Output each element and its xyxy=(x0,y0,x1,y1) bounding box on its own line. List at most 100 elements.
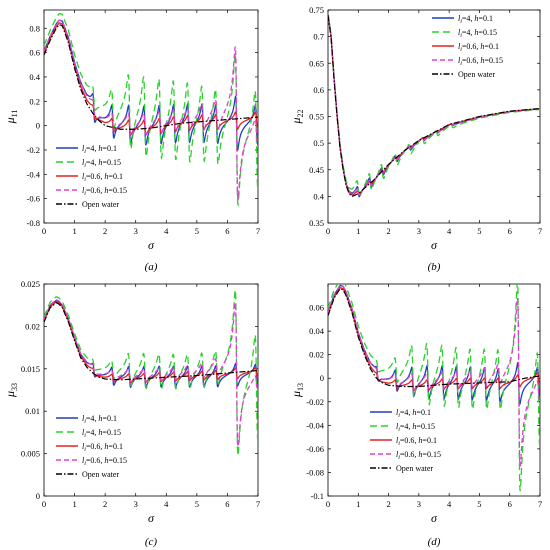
series-line-open-water xyxy=(328,15,540,198)
y-tick-label: 0.01 xyxy=(25,406,40,416)
panel-caption: (a) xyxy=(145,261,158,273)
y-tick-label: -0.2 xyxy=(27,145,40,155)
x-tick-label: 7 xyxy=(256,499,260,509)
legend-label-l06_h01: li=0.6, h=0.1 xyxy=(458,42,499,53)
legend-label-l06_h015: li=0.6, h=0.15 xyxy=(396,450,441,461)
legend-label-l06_h015: li=0.6, h=0.15 xyxy=(82,456,127,467)
y-axis-subscript: 33 xyxy=(10,383,19,391)
legend-label-l4_h015: li=4, h=0.15 xyxy=(82,428,121,439)
panel-caption: (b) xyxy=(428,261,441,273)
series-line-l06_h015 xyxy=(44,299,258,450)
legend-label-l4_h01: li=4, h=0.1 xyxy=(82,414,117,425)
y-tick-label: 0 xyxy=(36,491,40,501)
x-tick-label: 1 xyxy=(72,499,76,509)
panel-caption: (d) xyxy=(428,536,441,548)
series-line-open-water xyxy=(44,302,258,381)
y-tick-label: -0.04 xyxy=(306,420,324,430)
x-axis-label: σ xyxy=(431,238,438,252)
y-tick-label: -0.1 xyxy=(311,491,324,501)
legend-label-open_water: Open water xyxy=(458,70,495,79)
x-tick-label: 6 xyxy=(225,226,229,236)
y-tick-label: -0.08 xyxy=(306,467,324,477)
y-tick-label: 0.4 xyxy=(29,72,40,82)
legend-label-l4_h015: li=4, h=0.15 xyxy=(82,158,121,169)
series-line-l06_h015 xyxy=(44,19,258,202)
plot-frame xyxy=(327,9,541,224)
legend-label-l4_h01: li=4, h=0.1 xyxy=(396,408,431,419)
panel-c: 0 1 2 3 4 5 6 7 0 0.005 0.01 0.015 0.02 0.025 σ μ33 (c) l… xyxy=(3,279,260,548)
y-tick-label: 0.35 xyxy=(309,218,324,228)
y-tick-label: 0.45 xyxy=(309,165,324,175)
y-axis-subscript: 13 xyxy=(296,383,305,391)
x-axis-label: σ xyxy=(431,511,438,525)
y-tick-label: 0.5 xyxy=(313,138,324,148)
x-tick-label: 1 xyxy=(356,499,360,509)
legend-label-l4_h01: li=4, h=0.1 xyxy=(458,14,493,25)
x-axis-label: σ xyxy=(148,238,155,252)
x-tick-label: 0 xyxy=(326,226,330,236)
x-tick-label: 2 xyxy=(103,226,107,236)
x-tick-label: 2 xyxy=(103,499,107,509)
series-line-open-water xyxy=(44,24,258,130)
x-tick-label: 2 xyxy=(386,226,390,236)
y-tick-label: -0.02 xyxy=(306,397,324,407)
plot-area xyxy=(44,289,258,456)
legend-label-l06_h01: li=0.6, h=0.1 xyxy=(82,172,123,183)
x-tick-label: 5 xyxy=(477,499,481,509)
y-tick-label: 0.75 xyxy=(309,5,324,15)
series-line-l06_h01 xyxy=(328,286,540,392)
series-line-l4_h015 xyxy=(328,284,540,492)
y-tick-label: 0.7 xyxy=(313,32,324,42)
x-tick-label: 3 xyxy=(417,226,421,236)
y-tick-label: 0.015 xyxy=(21,364,40,374)
plot-frame xyxy=(327,283,541,497)
x-tick-label: 6 xyxy=(508,226,512,236)
series-line-l4_h01 xyxy=(328,14,540,198)
series-line-l4_h015 xyxy=(44,12,258,207)
x-tick-label: 3 xyxy=(134,499,138,509)
x-tick-label: 3 xyxy=(417,499,421,509)
series-line-l4_h01 xyxy=(328,284,540,406)
x-tick-label: 0 xyxy=(326,499,330,509)
x-tick-label: 7 xyxy=(538,226,542,236)
legend-label-l06_h01: li=0.6, h=0.1 xyxy=(396,436,437,447)
y-tick-label: 0 xyxy=(36,121,40,131)
x-tick-label: 4 xyxy=(164,499,169,509)
y-axis-subscript: 11 xyxy=(10,110,19,118)
legend-label-open_water: Open water xyxy=(82,470,119,479)
y-tick-label: 0 xyxy=(320,373,324,383)
x-tick-label: 7 xyxy=(538,499,542,509)
legend: li=4, h=0.1 li=4, h=0.15 li=0.6, h=0.1 li=0… xyxy=(432,14,503,79)
y-axis-label: μ33 xyxy=(3,383,19,398)
series-line-l06_h01 xyxy=(44,301,258,384)
legend: li=4, h=0.1 li=4, h=0.15 li=0.6, h=0.1 li=0… xyxy=(56,414,127,479)
y-axis-label: μ11 xyxy=(3,110,19,125)
series-line-l06_h015 xyxy=(328,284,540,467)
x-tick-label: 1 xyxy=(72,226,76,236)
y-tick-label: 0.65 xyxy=(309,58,324,68)
x-tick-label: 1 xyxy=(356,226,360,236)
panel-d: 0 1 2 3 4 5 6 7 -0.1 -0.08 -0.06 -0.04 -0.02 0 0.02 0.0… xyxy=(289,283,542,548)
legend-label-l06_h015: li=0.6, h=0.15 xyxy=(458,56,503,67)
x-tick-label: 0 xyxy=(42,226,46,236)
legend: li=4, h=0.1 li=4, h=0.15 li=0.6, h=0.1 li=0… xyxy=(56,144,127,209)
panel-a: 0 1 2 3 4 5 6 7 -0.8 -0.6 -0.4 -0.2 0 0.2 0.4 0.6 0.8 σ μ1… xyxy=(3,9,260,273)
x-tick-label: 4 xyxy=(164,226,169,236)
x-tick-label: 4 xyxy=(447,499,452,509)
x-tick-label: 2 xyxy=(386,499,390,509)
y-axis-symbol: μ xyxy=(3,117,17,124)
y-tick-label: 0.02 xyxy=(309,350,324,360)
y-tick-label: 0.005 xyxy=(21,449,40,459)
y-tick-label: -0.06 xyxy=(306,444,324,454)
y-axis-symbol: μ xyxy=(289,391,303,398)
legend-label-l06_h01: li=0.6, h=0.1 xyxy=(82,442,123,453)
plot-area xyxy=(328,12,540,199)
plot-area xyxy=(328,284,540,492)
legend-label-l4_h015: li=4, h=0.15 xyxy=(396,422,435,433)
series-line-open-water xyxy=(328,288,540,388)
series-line-l4_h015 xyxy=(328,12,540,199)
x-tick-label: 6 xyxy=(225,499,229,509)
series-line-l06_h01 xyxy=(44,22,258,136)
plot-frame xyxy=(43,283,259,497)
